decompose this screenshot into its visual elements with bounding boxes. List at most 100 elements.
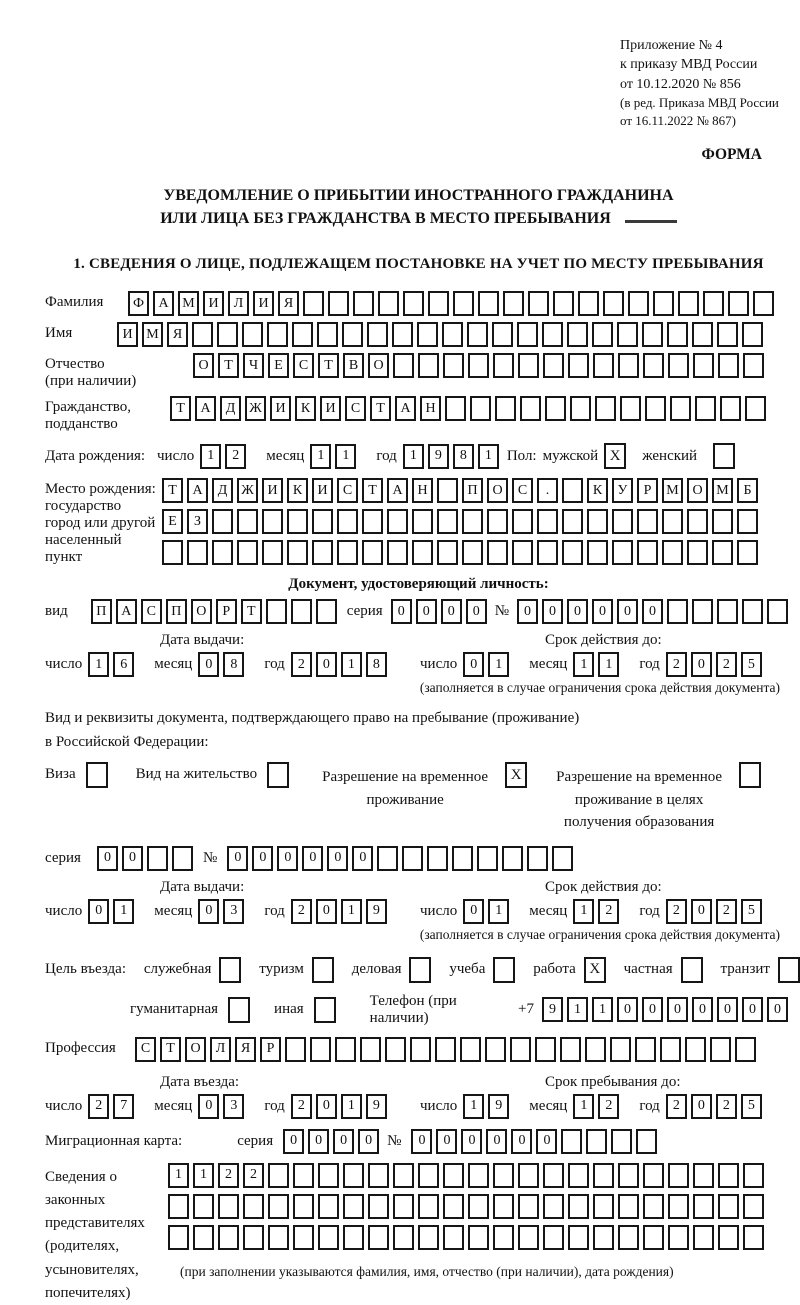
char-box[interactable] <box>593 1224 614 1250</box>
char-box[interactable] <box>562 540 583 566</box>
char-box[interactable] <box>410 1036 431 1062</box>
char-box[interactable]: 1 <box>335 443 357 469</box>
char-box[interactable] <box>543 353 564 379</box>
char-box[interactable] <box>562 509 583 535</box>
char-box[interactable] <box>412 509 433 535</box>
char-box[interactable] <box>168 1193 189 1219</box>
char-box[interactable] <box>293 1224 314 1250</box>
char-box[interactable] <box>620 396 641 422</box>
char-box[interactable] <box>262 540 283 566</box>
char-box[interactable]: 1 <box>463 1093 485 1119</box>
char-box[interactable]: 1 <box>88 652 110 678</box>
char-box[interactable]: 0 <box>463 652 485 678</box>
char-box[interactable] <box>561 1128 583 1154</box>
char-box[interactable] <box>293 1162 314 1188</box>
char-box[interactable] <box>468 1224 489 1250</box>
char-box[interactable]: Д <box>220 396 241 422</box>
char-box[interactable] <box>718 353 739 379</box>
char-box[interactable] <box>445 396 466 422</box>
char-box[interactable] <box>618 1162 639 1188</box>
char-box[interactable] <box>147 845 168 871</box>
char-box[interactable]: 1 <box>200 443 222 469</box>
char-box[interactable]: Е <box>268 353 289 379</box>
char-box[interactable] <box>643 353 664 379</box>
char-box[interactable]: О <box>185 1036 206 1062</box>
char-box[interactable]: 9 <box>488 1093 510 1119</box>
char-box[interactable] <box>212 540 233 566</box>
char-box[interactable] <box>545 396 566 422</box>
char-box[interactable] <box>660 1036 681 1062</box>
char-box[interactable]: 1 <box>592 997 613 1023</box>
char-box[interactable]: 2 <box>665 1093 687 1119</box>
char-box[interactable]: Т <box>370 396 391 422</box>
char-box[interactable]: 0 <box>567 599 588 625</box>
char-box[interactable] <box>743 353 764 379</box>
char-box[interactable]: 2 <box>715 652 737 678</box>
char-box[interactable] <box>387 540 408 566</box>
char-box[interactable]: 0 <box>461 1128 483 1154</box>
char-box[interactable] <box>670 396 691 422</box>
char-box[interactable]: 5 <box>740 652 762 678</box>
char-box[interactable] <box>643 1224 664 1250</box>
char-box[interactable] <box>387 509 408 535</box>
char-box[interactable]: 0 <box>198 898 220 924</box>
char-box[interactable]: 8 <box>365 652 387 678</box>
char-box[interactable]: К <box>587 478 608 504</box>
char-box[interactable]: 2 <box>243 1162 264 1188</box>
char-box[interactable]: Н <box>412 478 433 504</box>
char-box[interactable] <box>618 1224 639 1250</box>
char-box[interactable] <box>487 540 508 566</box>
char-box[interactable] <box>412 540 433 566</box>
char-box[interactable]: Т <box>362 478 383 504</box>
char-box[interactable] <box>693 1162 714 1188</box>
char-box[interactable]: 0 <box>690 1093 712 1119</box>
char-box[interactable] <box>453 291 474 317</box>
char-box[interactable] <box>568 1193 589 1219</box>
char-box[interactable] <box>742 599 763 625</box>
char-box[interactable] <box>393 353 414 379</box>
char-box[interactable] <box>587 509 608 535</box>
char-box[interactable] <box>437 540 458 566</box>
char-box[interactable] <box>578 291 599 317</box>
char-box[interactable] <box>377 845 399 871</box>
char-box[interactable] <box>562 478 583 504</box>
char-box[interactable] <box>168 1224 189 1250</box>
char-box[interactable]: 0 <box>690 652 712 678</box>
char-box[interactable] <box>678 291 699 317</box>
option-residence-permit-checkbox[interactable] <box>267 762 290 789</box>
char-box[interactable] <box>692 599 713 625</box>
sex-male-checkbox[interactable]: X <box>604 443 627 470</box>
char-box[interactable] <box>528 291 549 317</box>
char-box[interactable]: Ж <box>245 396 266 422</box>
char-box[interactable] <box>667 599 688 625</box>
sex-female-checkbox[interactable] <box>713 443 736 470</box>
char-box[interactable]: К <box>287 478 308 504</box>
char-box[interactable]: 1 <box>477 443 499 469</box>
char-box[interactable] <box>542 322 563 348</box>
char-box[interactable] <box>392 322 413 348</box>
char-box[interactable]: 1 <box>573 652 595 678</box>
char-box[interactable]: 0 <box>390 599 412 625</box>
char-box[interactable] <box>662 540 683 566</box>
char-box[interactable] <box>317 322 338 348</box>
char-box[interactable] <box>717 322 738 348</box>
char-box[interactable] <box>643 1193 664 1219</box>
char-box[interactable] <box>720 396 741 422</box>
char-box[interactable] <box>293 1193 314 1219</box>
char-box[interactable]: 3 <box>223 1093 245 1119</box>
char-box[interactable]: . <box>537 478 558 504</box>
char-box[interactable]: О <box>193 353 214 379</box>
char-box[interactable]: 1 <box>488 898 510 924</box>
char-box[interactable] <box>517 322 538 348</box>
